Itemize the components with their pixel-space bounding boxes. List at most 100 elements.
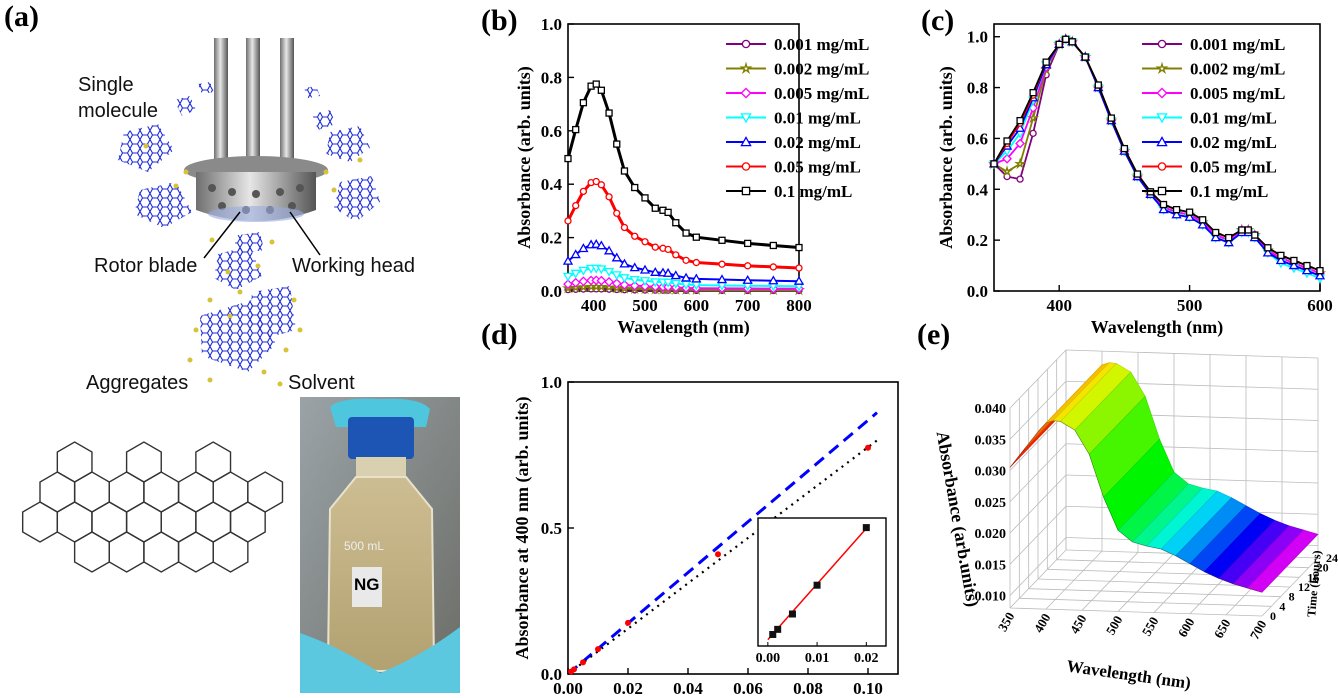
series-c-line [993, 38, 1321, 272]
legend-b-marker [740, 113, 752, 124]
series-b-point [629, 280, 640, 291]
series-b-point [564, 154, 572, 163]
inset-xtick-label: 0.01 [805, 651, 830, 666]
chart-d-ylabel: Absorbance at 400 nm (arb. units) [512, 396, 533, 659]
series-b-point [651, 243, 659, 251]
chart-b-ytick-label: 0.2 [541, 229, 562, 248]
inset-xtick-label: 0.00 [756, 651, 781, 666]
panel-label-d: (d) [481, 318, 518, 351]
hexagon-ring [212, 531, 249, 573]
series-b-point [620, 167, 629, 175]
chart-b-xtick-label: 700 [735, 296, 761, 315]
chart-d-xtick-label: 0.04 [673, 679, 703, 698]
series-b-point [563, 279, 573, 290]
series-b-point [613, 140, 621, 148]
series-b-point [603, 245, 615, 255]
solvent-droplets [143, 143, 363, 387]
label-working-head: Working head [292, 255, 416, 277]
series-b-point [672, 219, 680, 227]
series-b-point [670, 270, 681, 280]
legend-c-marker [1156, 113, 1168, 124]
chart-c-ytick-label: 0.8 [967, 79, 988, 98]
series-c-point [1055, 40, 1063, 48]
series-b-point [629, 276, 640, 285]
series-c-point [1185, 208, 1194, 216]
series-c-point [1262, 247, 1273, 257]
chart-e-xtick-label: 400 [1031, 611, 1054, 635]
series-b-point [795, 264, 803, 272]
glove-bottom [300, 627, 460, 693]
series-b-point [591, 238, 602, 248]
chart-b-xlabel: Wavelength (nm) [617, 317, 750, 338]
label-aggregates: Aggregates [86, 372, 189, 394]
chart-e-ytick-label: 0.010 [975, 590, 1007, 605]
series-c-point [1210, 232, 1221, 242]
chart-d-ytick-label: 0.5 [541, 519, 562, 538]
chart-e-ztick-label: 8 [1289, 590, 1295, 604]
series-b-point [640, 281, 650, 292]
series-b-point [605, 109, 613, 117]
series-b-point [570, 277, 581, 288]
series-b-point [664, 245, 672, 254]
series-c-point [1314, 270, 1326, 280]
legend-c-label: 0.005 mg/mL [1190, 84, 1285, 103]
series-b-point [613, 209, 621, 217]
series-b-point [605, 193, 613, 201]
chart-c-xtick-label: 600 [1307, 296, 1333, 315]
bottle-cap [348, 417, 414, 459]
chart-e-ytick-label: 0.015 [975, 558, 1007, 573]
series-b-point [597, 181, 606, 189]
legend-b-marker [741, 186, 751, 196]
series-c-point [1290, 256, 1298, 265]
inset-point [774, 625, 782, 633]
series-b-point [619, 274, 630, 284]
chart-b-xtick-label: 400 [581, 296, 607, 315]
legend-b-label: 0.02 mg/mL [774, 133, 861, 152]
grid-line [1028, 588, 1281, 598]
chart-d-xtick-label: 0.00 [553, 679, 583, 698]
shaft-3 [280, 38, 294, 164]
inset-point [788, 610, 796, 618]
legend-b-marker [740, 136, 752, 147]
series-c-point [1029, 129, 1037, 137]
ng-sticker [352, 567, 382, 607]
legend-b-label: 0.001 mg/mL [774, 35, 869, 54]
shaft-2 [246, 38, 260, 164]
series-b-point [650, 266, 661, 276]
chart-c-xtick-label: 500 [1177, 296, 1203, 315]
rotor-blade-shape [208, 206, 304, 222]
series-b-point [596, 275, 607, 286]
series-b-point [793, 275, 805, 285]
chart-e-xtick-label: 350 [995, 610, 1018, 634]
series-c-point [1042, 58, 1050, 66]
chart-b-ytick-label: 0.8 [541, 68, 562, 87]
series-c-point [1016, 175, 1024, 183]
shaft-1 [214, 38, 228, 164]
surface-front-edge [1009, 420, 1263, 593]
chart-e-xtick-label: 550 [1139, 614, 1162, 638]
series-b-point [639, 277, 651, 287]
inset-point [813, 581, 821, 589]
legend-b-marker [740, 87, 752, 99]
chart-b-xtick-label: 800 [786, 296, 812, 315]
legend-c-marker [1156, 136, 1168, 147]
chart-e-ztick-label: 24 [1326, 551, 1338, 565]
series-b-point [680, 280, 692, 290]
series-b-point [562, 255, 574, 265]
legend-c-label: 0.05 mg/mL [1190, 158, 1277, 177]
data-point [715, 551, 721, 558]
series-b-point [629, 262, 640, 272]
series-b-point [631, 232, 639, 240]
series-b-point [596, 240, 607, 250]
series-c-point [1158, 204, 1169, 214]
chart-d-xtick-label: 0.02 [613, 679, 643, 698]
legend-c-marker [1156, 87, 1168, 99]
series-b-point [620, 223, 629, 232]
series-c-point [1068, 38, 1076, 46]
chart-e-xtick-label: 500 [1103, 613, 1126, 637]
series-c-point [1316, 267, 1324, 275]
series-b-point [692, 258, 700, 267]
